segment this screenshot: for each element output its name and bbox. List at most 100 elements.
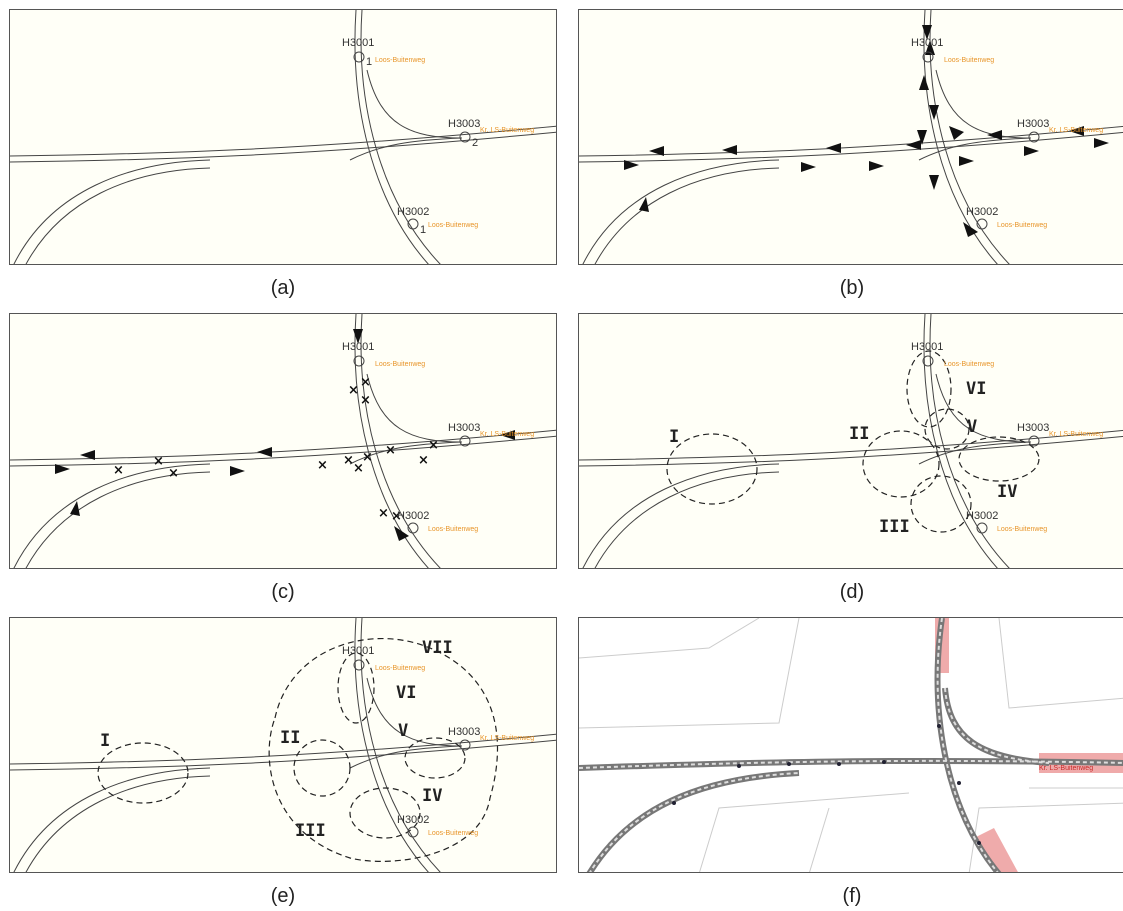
panel-f: Kr. LS-Buitenweg [578, 617, 1123, 873]
conflict-marker: × [113, 463, 124, 478]
arrow [624, 160, 639, 170]
region-labels: I II III IV V VI [669, 379, 1017, 537]
conflict-marker: × [353, 461, 364, 476]
vehicle [837, 762, 841, 766]
highlight [974, 828, 1018, 872]
arrow [1094, 138, 1109, 148]
vehicle [937, 724, 941, 728]
arrow [963, 222, 978, 237]
stop-h3003: H3003 Kr. LS-Buitenweg [1017, 422, 1103, 447]
svg-text:Loos-Buitenweg: Loos-Buitenweg [375, 57, 425, 64]
arrow [55, 464, 70, 474]
caption-d: (d) [839, 581, 865, 603]
arrow [929, 105, 939, 120]
caption-b: (b) [839, 277, 865, 299]
region-outline [337, 652, 375, 724]
region-labels: I II III IV V VI VII [100, 638, 453, 841]
tracks [10, 314, 556, 568]
svg-text:H3003: H3003 [1017, 118, 1049, 130]
conflict-marker: × [168, 466, 179, 481]
svg-text:1: 1 [366, 56, 372, 68]
track-diagram-a: H3001 1 Loos-Buitenweg H3003 2 Kr. LS-Bu… [10, 10, 556, 264]
arrow [826, 143, 841, 153]
svg-text:Loos-Buitenweg: Loos-Buitenweg [997, 526, 1047, 533]
track-diagram-e: I II III IV V VI VII H3001 Loos-Buitenwe… [10, 618, 556, 872]
arrow [869, 161, 884, 171]
arrow [722, 145, 737, 155]
region-label: III [879, 517, 910, 537]
vehicle [977, 841, 981, 845]
svg-text:Kr. LS-Buitenweg: Kr. LS-Buitenweg [480, 127, 534, 134]
arrow [919, 75, 929, 90]
svg-text:H3002: H3002 [966, 206, 998, 218]
street-outlines [579, 618, 1123, 872]
svg-text:Kr. LS-Buitenweg: Kr. LS-Buitenweg [480, 735, 534, 742]
region-label: IV [997, 482, 1017, 502]
track-lines [579, 618, 1123, 872]
arrow [929, 175, 939, 190]
arrow [394, 526, 409, 541]
conflict-marker: × [317, 458, 328, 473]
conflict-marker: × [360, 393, 371, 408]
region-label: II [280, 728, 300, 748]
stop-h3001: H3001 Loos-Buitenweg [911, 37, 994, 64]
region-label: IV [422, 786, 442, 806]
region-outline [906, 350, 952, 428]
svg-text:H3002: H3002 [966, 510, 998, 522]
svg-text:H3002: H3002 [397, 510, 429, 522]
stop-h3002: H3002 Loos-Buitenweg [966, 510, 1047, 534]
stop-h3003: H3003 2 Kr. LS-Buitenweg [448, 118, 534, 149]
region-outline [910, 475, 972, 533]
conflict-markers: × × × × × × × × × × × × × × × [113, 375, 439, 524]
direction-arrows [624, 25, 1109, 237]
arrow [70, 501, 80, 516]
svg-text:H3003: H3003 [1017, 422, 1049, 434]
vehicle [787, 762, 791, 766]
stop-h3001: H3001 Loos-Buitenweg [911, 341, 994, 368]
svg-text:Loos-Buitenweg: Loos-Buitenweg [428, 526, 478, 533]
conflict-marker: × [153, 454, 164, 469]
vehicles [672, 724, 981, 845]
svg-text:H3002: H3002 [397, 814, 429, 826]
caption-c: (c) [271, 581, 295, 603]
svg-text:H3001: H3001 [342, 341, 374, 353]
svg-text:Loos-Buitenweg: Loos-Buitenweg [944, 361, 994, 368]
conflict-marker: × [343, 453, 354, 468]
conflict-marker: × [360, 375, 371, 390]
conflict-regions [666, 350, 1040, 533]
arrow [949, 126, 964, 140]
conflict-marker: × [428, 438, 439, 453]
arrow [917, 130, 927, 145]
svg-text:H3001: H3001 [342, 37, 374, 49]
panel-e: I II III IV V VI VII H3001 Loos-Buitenwe… [9, 617, 557, 873]
stop-h3002: H3002 Loos-Buitenweg [966, 206, 1047, 230]
svg-text:Loos-Buitenweg: Loos-Buitenweg [944, 57, 994, 64]
region-label: II [849, 424, 869, 444]
stop-h3002: H3002 Loos-Buitenweg [397, 510, 478, 534]
region-outline [666, 433, 758, 505]
direction-arrows [55, 329, 515, 541]
vehicle [737, 764, 741, 768]
region-outline [924, 408, 970, 450]
svg-text:Loos-Buitenweg: Loos-Buitenweg [428, 222, 478, 229]
stop-h3001: H3001 1 Loos-Buitenweg [342, 37, 425, 68]
region-outline [293, 739, 351, 797]
region-label: V [967, 417, 977, 437]
panel-b: H3001 Loos-Buitenweg H3003 Kr. LS-Buiten… [578, 9, 1123, 265]
svg-text:Loos-Buitenweg: Loos-Buitenweg [997, 222, 1047, 229]
region-outline [268, 637, 499, 862]
stop-h3001: H3001 Loos-Buitenweg [342, 341, 425, 368]
svg-text:H3001: H3001 [342, 645, 374, 657]
region-label: VI [966, 379, 986, 399]
vehicle [957, 781, 961, 785]
svg-text:Kr. LS-Buitenweg: Kr. LS-Buitenweg [480, 431, 534, 438]
arrow [257, 447, 272, 457]
track-diagram-b: H3001 Loos-Buitenweg H3003 Kr. LS-Buiten… [579, 10, 1123, 264]
arrow [80, 450, 95, 460]
svg-text:H3003: H3003 [448, 422, 480, 434]
vehicle [672, 801, 676, 805]
svg-text:H3003: H3003 [448, 118, 480, 130]
region-label: I [100, 731, 110, 751]
svg-text:Loos-Buitenweg: Loos-Buitenweg [375, 361, 425, 368]
stop-h3003: H3003 Kr. LS-Buitenweg [1017, 118, 1103, 143]
